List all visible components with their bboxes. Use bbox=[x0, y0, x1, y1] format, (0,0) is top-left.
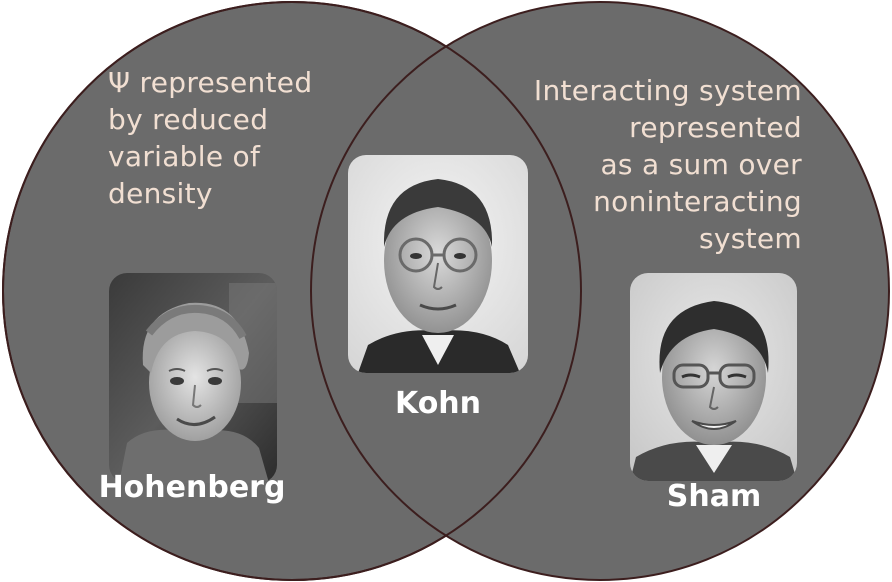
left-circle-caption: Ψ represented by reduced variable of den… bbox=[108, 66, 313, 210]
sham-name-label: Sham bbox=[666, 479, 762, 514]
kohn-portrait bbox=[348, 155, 528, 373]
right-circle-caption: Interacting system represented as a sum … bbox=[533, 74, 802, 255]
left-circle-outline bbox=[2, 1, 582, 581]
hohenberg-name-label: Hohenberg bbox=[98, 470, 286, 505]
hohenberg-portrait bbox=[109, 273, 277, 483]
sham-portrait bbox=[630, 273, 797, 481]
kohn-name-label: Kohn bbox=[394, 386, 482, 421]
